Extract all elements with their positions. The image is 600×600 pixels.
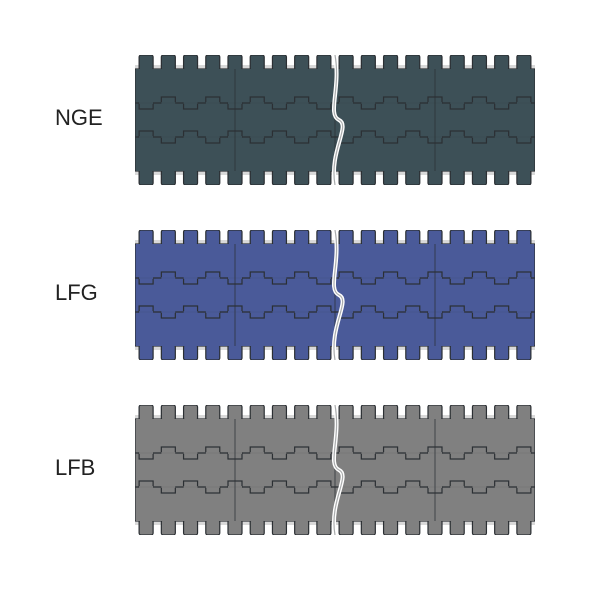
belt-svg — [135, 55, 535, 185]
belt-swatch — [135, 230, 535, 360]
belt-svg — [135, 405, 535, 535]
belt-code-label: NGE — [55, 105, 103, 131]
belt-code-label: LFB — [55, 455, 95, 481]
belt-svg — [135, 230, 535, 360]
belt-row: LFB — [0, 405, 600, 535]
belt-row: LFG — [0, 230, 600, 360]
belt-swatch — [135, 55, 535, 185]
belt-swatch — [135, 405, 535, 535]
belt-row: NGE — [0, 55, 600, 185]
belt-color-diagram: NGE LFG LFB — [0, 0, 600, 600]
belt-code-label: LFG — [55, 280, 98, 306]
